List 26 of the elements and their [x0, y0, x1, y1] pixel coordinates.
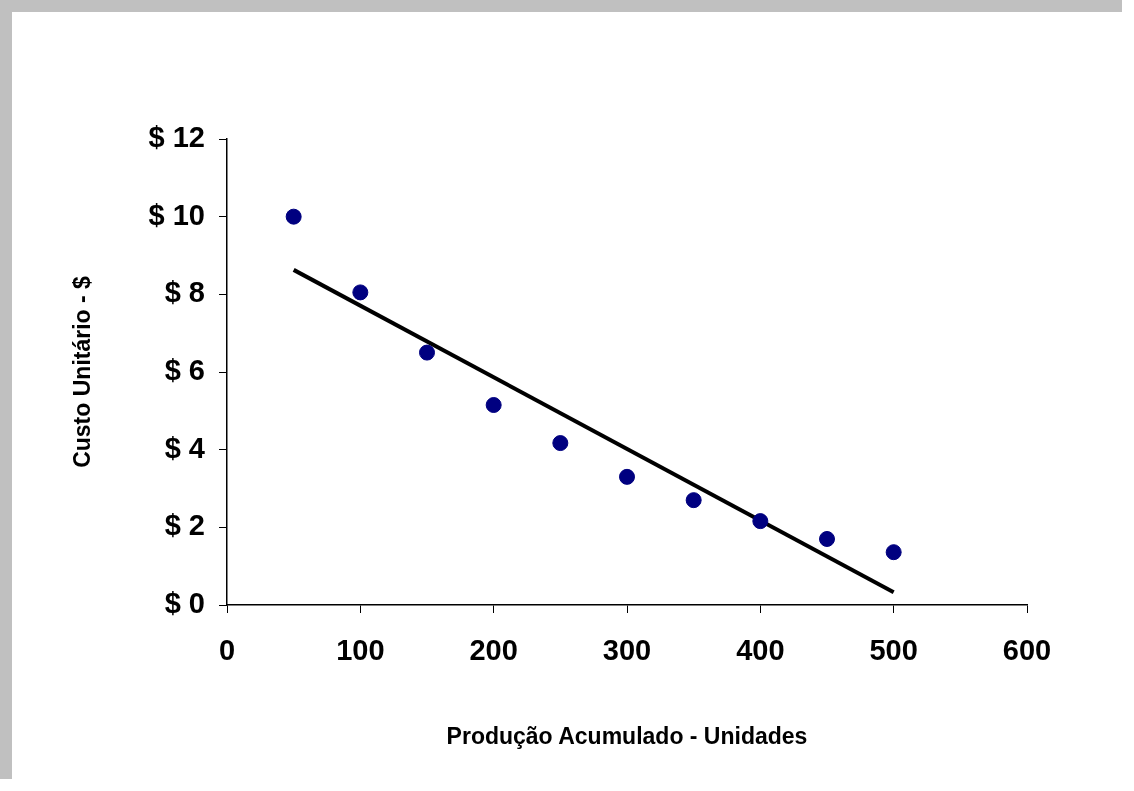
- y-tick-label: $ 6: [164, 354, 205, 386]
- x-axis-title: Produção Acumulado - Unidades: [446, 722, 808, 749]
- point: [552, 435, 569, 452]
- point: [685, 492, 702, 509]
- x-tick-label: 500: [869, 634, 918, 667]
- point: [619, 468, 635, 485]
- y-tick-label: $ 4: [164, 431, 205, 464]
- point: [885, 544, 902, 561]
- y-tick-label: $ 12: [148, 121, 205, 153]
- x-tick-label: 100: [336, 634, 385, 667]
- y-axis-title: Custo Unitário - $: [69, 275, 96, 468]
- point: [352, 284, 369, 301]
- y-tick-label: $ 2: [164, 509, 205, 542]
- y-tick-label: $ 10: [148, 198, 205, 231]
- point: [419, 344, 435, 361]
- x-tick-label: 600: [1002, 634, 1052, 667]
- x-tick-label: 0: [218, 634, 236, 667]
- point: [752, 513, 769, 530]
- y-tick-label: $ 0: [164, 587, 205, 619]
- point: [485, 397, 502, 414]
- point: [285, 208, 302, 225]
- x-tick-label: 300: [602, 634, 652, 667]
- x-tick-label: 400: [736, 634, 785, 667]
- y-tick-label: $ 8: [164, 276, 205, 309]
- point: [819, 530, 835, 547]
- x-tick-label: 200: [469, 634, 518, 667]
